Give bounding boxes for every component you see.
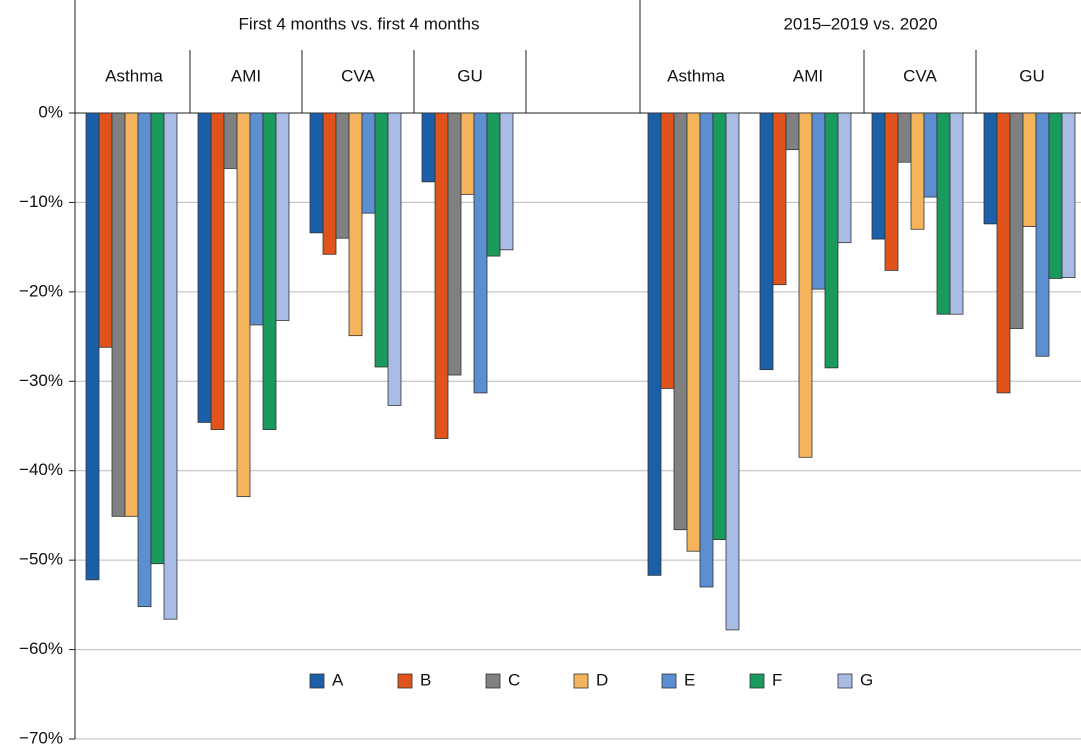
bar <box>98 112 113 348</box>
bar <box>996 112 1011 394</box>
bar <box>725 112 740 631</box>
bar <box>85 112 100 581</box>
bar <box>236 112 251 498</box>
bar <box>910 112 925 230</box>
legend-label: F <box>772 670 782 689</box>
y-tick-label: −20% <box>19 281 63 300</box>
bar <box>361 112 376 214</box>
bar <box>486 112 501 257</box>
bar <box>871 112 886 240</box>
bar <box>163 112 178 620</box>
category-label: GU <box>1019 66 1045 85</box>
legend-swatch <box>573 673 589 689</box>
legend-swatch <box>837 673 853 689</box>
legend-label: C <box>508 670 520 689</box>
bar <box>223 112 238 169</box>
bar <box>421 112 436 183</box>
bar <box>983 112 998 225</box>
bar <box>150 112 165 565</box>
bar <box>699 112 714 588</box>
bar <box>1061 112 1076 278</box>
y-tick-label: −60% <box>19 639 63 658</box>
bar <box>936 112 951 315</box>
legend-label: G <box>860 670 873 689</box>
bar <box>712 112 727 540</box>
bar <box>772 112 787 286</box>
bar <box>460 112 475 195</box>
legend-swatch <box>309 673 325 689</box>
bar <box>249 112 264 326</box>
bar <box>309 112 324 234</box>
bar <box>811 112 826 290</box>
category-label: AMI <box>793 66 823 85</box>
bar <box>473 112 488 394</box>
bar <box>1048 112 1063 279</box>
bar <box>499 112 514 251</box>
bar <box>374 112 389 368</box>
bar <box>434 112 449 439</box>
panel-title: First 4 months vs. first 4 months <box>239 14 480 33</box>
bar <box>348 112 363 337</box>
bar <box>837 112 852 244</box>
legend-label: A <box>332 670 344 689</box>
bar <box>210 112 225 430</box>
bar <box>798 112 813 458</box>
bar <box>447 112 462 376</box>
legend-swatch <box>485 673 501 689</box>
category-label: GU <box>457 66 483 85</box>
bar <box>1022 112 1037 227</box>
bar <box>673 112 688 531</box>
y-tick-label: −40% <box>19 460 63 479</box>
y-tick-label: 0% <box>38 102 63 121</box>
legend-swatch <box>397 673 413 689</box>
legend-label: B <box>420 670 431 689</box>
y-tick-label: −70% <box>19 728 63 746</box>
bar <box>923 112 938 198</box>
category-label: Asthma <box>105 66 163 85</box>
bar <box>1035 112 1050 357</box>
bar <box>686 112 701 552</box>
bar <box>824 112 839 369</box>
bar <box>647 112 662 576</box>
bar <box>897 112 912 163</box>
category-label: CVA <box>903 66 937 85</box>
bar <box>1009 112 1024 329</box>
legend-label: E <box>684 670 695 689</box>
category-label: Asthma <box>667 66 725 85</box>
bar <box>884 112 899 271</box>
category-label: AMI <box>231 66 261 85</box>
bar <box>759 112 774 371</box>
bar <box>322 112 337 255</box>
legend-swatch <box>749 673 765 689</box>
y-tick-label: −30% <box>19 371 63 390</box>
bar <box>785 112 800 151</box>
bar <box>335 112 350 239</box>
y-tick-label: −10% <box>19 192 63 211</box>
legend-swatch <box>661 673 677 689</box>
bar <box>275 112 290 321</box>
category-label: CVA <box>341 66 375 85</box>
bar <box>137 112 152 608</box>
legend-label: D <box>596 670 608 689</box>
y-tick-label: −50% <box>19 550 63 569</box>
bar <box>197 112 212 423</box>
bar <box>949 112 964 315</box>
bar <box>387 112 402 406</box>
bar <box>111 112 126 517</box>
bar <box>660 112 675 389</box>
panel-title: 2015–2019 vs. 2020 <box>783 14 937 33</box>
bar <box>124 112 139 517</box>
bar <box>262 112 277 430</box>
